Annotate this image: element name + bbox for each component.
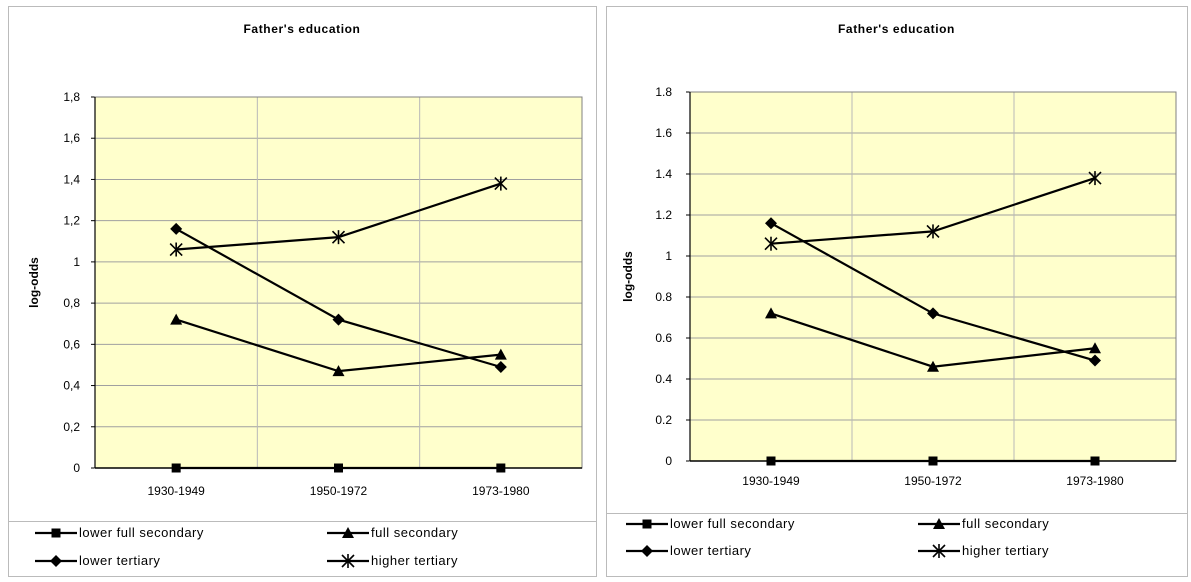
data-point-square [1090, 456, 1100, 466]
data-point-square [766, 456, 776, 466]
legend-label: higher tertiary [962, 543, 1049, 558]
data-point-diamond [332, 313, 345, 326]
x-tick-label: 1973-1980 [1066, 474, 1124, 488]
legend-item: lower tertiary [626, 543, 751, 558]
legend-marker-star [932, 544, 946, 558]
data-point-star [764, 236, 778, 251]
legend-item: lower full secondary [35, 525, 204, 540]
data-point-diamond [927, 307, 939, 320]
data-point-star [1088, 171, 1102, 186]
chart-title: Father's education [838, 22, 955, 36]
y-tick-label: 0,6 [63, 337, 80, 351]
y-tick-label: 1.6 [655, 126, 672, 140]
y-tick-label: 0 [73, 461, 80, 475]
legend-marker-star [341, 554, 355, 568]
data-point-star [494, 176, 508, 191]
data-point-square [334, 463, 343, 473]
y-tick-label: 0.4 [655, 372, 672, 386]
series-triangle [170, 313, 507, 377]
legend-item: full secondary [327, 525, 458, 540]
data-point-star [926, 224, 940, 239]
chart-1: Father's education 0 0,2 0,4 0,6 0,8 1 1,2 1,4 1,… [8, 6, 597, 577]
legend-label: full secondary [962, 516, 1049, 531]
legend-item: higher tertiary [918, 543, 1049, 558]
y-tick-label: 0 [665, 454, 672, 468]
legend-marker-diamond [641, 545, 653, 557]
x-tick-label: 1950-1972 [310, 484, 368, 498]
series-square [766, 456, 1100, 466]
y-tick-label: 1 [665, 249, 672, 263]
legend-label: full secondary [371, 525, 458, 540]
plot-area [690, 92, 1176, 461]
y-tick-label: 1,6 [63, 131, 80, 145]
y-axis-label: log-odds [621, 251, 635, 302]
series-diamond [765, 217, 1101, 367]
plot-area [95, 97, 582, 468]
y-tick-label: 0.6 [655, 331, 672, 345]
y-tick-label: 1.2 [655, 208, 672, 222]
legend-label: lower tertiary [670, 543, 751, 558]
x-tick-label: 1930-1949 [147, 484, 205, 498]
y-tick-label: 0,4 [63, 379, 80, 393]
y-tick-label: 1,4 [63, 172, 80, 186]
data-point-triangle [332, 365, 345, 377]
legend-marker-square [51, 528, 61, 538]
x-tick-label: 1950-1972 [904, 474, 962, 488]
y-tick-label: 1 [73, 255, 80, 269]
legend-label: lower full secondary [79, 525, 204, 540]
data-point-triangle [170, 313, 183, 325]
legend-item: higher tertiary [327, 553, 458, 568]
x-tick-label: 1973-1980 [472, 484, 530, 498]
y-tick-label: 0,8 [63, 296, 80, 310]
y-tick-label: 0,2 [63, 420, 80, 434]
data-point-triangle [494, 348, 507, 360]
legend-item: lower tertiary [35, 553, 160, 568]
legend-item: lower full secondary [626, 516, 795, 531]
data-point-diamond [494, 361, 507, 374]
y-tick-label: 1.8 [655, 85, 672, 99]
data-point-triangle [1089, 342, 1101, 354]
legend-label: lower tertiary [79, 553, 160, 568]
data-point-triangle [927, 360, 939, 372]
series-diamond [170, 222, 507, 374]
data-point-square [171, 463, 181, 473]
data-point-diamond [1089, 354, 1101, 367]
series-star [169, 176, 508, 257]
legend-marker-triangle [342, 527, 354, 538]
chart-title: Father's education [243, 22, 360, 36]
y-tick-label: 0.8 [655, 290, 672, 304]
y-axis-label: log-odds [27, 257, 41, 308]
series-triangle [765, 307, 1101, 372]
legend-marker-diamond [50, 555, 62, 567]
legend-label: lower full secondary [670, 516, 795, 531]
series-square [171, 463, 506, 473]
legend-label: higher tertiary [371, 553, 458, 568]
data-point-triangle [765, 307, 777, 319]
x-tick-label: 1930-1949 [742, 474, 800, 488]
y-tick-label: 0.2 [655, 413, 672, 427]
y-tick-label: 1,8 [63, 90, 80, 104]
data-point-square [496, 463, 506, 473]
data-point-square [928, 456, 938, 466]
chart-2: Father's education 0 0.2 0.4 0.6 0.8 1 1.2 1.4 1.… [606, 6, 1188, 577]
data-point-diamond [170, 222, 183, 235]
y-tick-label: 1.4 [655, 167, 672, 181]
data-point-star [169, 242, 183, 257]
data-point-diamond [765, 217, 777, 230]
data-point-star [331, 230, 346, 245]
y-tick-label: 1,2 [63, 214, 80, 228]
legend-marker-triangle [933, 518, 945, 529]
series-star [764, 171, 1102, 251]
legend-item: full secondary [918, 516, 1049, 531]
legend-marker-square [642, 519, 652, 529]
